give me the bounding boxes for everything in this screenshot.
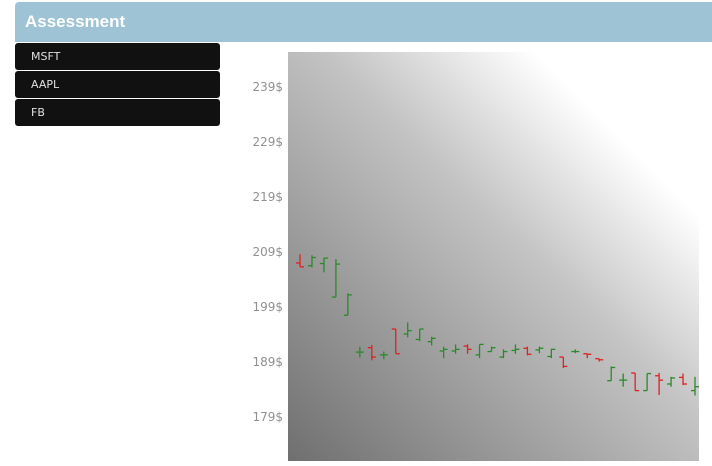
- ohlc-bar: [379, 351, 388, 360]
- ohlc-bar: [331, 259, 340, 298]
- ohlc-bar: [523, 346, 532, 356]
- ohlc-bar: [619, 373, 628, 387]
- ohlc-bar: [439, 346, 448, 359]
- sidebar-item-aapl[interactable]: AAPL: [15, 71, 220, 98]
- ohlc-bar: [463, 344, 472, 354]
- ohlc-bar: [679, 373, 688, 386]
- price-chart-svg: 239$ 229$ 219$ 209$ 199$ 189$ 179$: [252, 52, 699, 461]
- ohlc-bar: [511, 344, 520, 354]
- ohlc-bar: [607, 366, 616, 382]
- ohlc-series: [296, 254, 699, 396]
- sidebar-item-fb[interactable]: FB: [15, 99, 220, 126]
- ohlc-bar: [427, 336, 436, 346]
- y-tick-label: 219$: [252, 190, 283, 204]
- ohlc-bar: [691, 376, 699, 396]
- ohlc-bar: [595, 358, 604, 362]
- ohlc-bar: [475, 343, 484, 359]
- plot-background: [288, 52, 699, 461]
- ohlc-bar: [655, 373, 664, 395]
- ohlc-bar: [535, 346, 544, 354]
- ohlc-bar: [415, 328, 424, 342]
- app-title: Assessment: [25, 12, 126, 31]
- ohlc-bar: [451, 344, 460, 354]
- app-header: Assessment: [15, 2, 712, 42]
- y-tick-label: 229$: [252, 135, 283, 149]
- y-tick-label: 239$: [252, 80, 283, 94]
- price-chart: 239$ 229$ 219$ 209$ 199$ 189$ 179$: [240, 42, 712, 461]
- y-tick-label: 199$: [252, 300, 283, 314]
- ohlc-bar: [319, 257, 328, 273]
- sidebar-item-msft[interactable]: MSFT: [15, 43, 220, 70]
- ohlc-bar: [355, 346, 364, 358]
- ohlc-bar: [367, 344, 376, 361]
- y-tick-label: 189$: [252, 355, 283, 369]
- ohlc-bar: [296, 254, 304, 268]
- ohlc-bar: [667, 376, 676, 387]
- ohlc-bar: [559, 356, 568, 369]
- ohlc-bar: [391, 328, 400, 355]
- ohlc-bar: [631, 372, 640, 392]
- ohlc-bar: [403, 322, 412, 338]
- ohlc-bar: [571, 349, 580, 354]
- y-tick-label: 179$: [252, 410, 283, 424]
- ohlc-bar: [499, 349, 508, 359]
- ohlc-bar: [487, 346, 496, 353]
- ohlc-bar: [547, 348, 556, 359]
- y-tick-label: 209$: [252, 245, 283, 259]
- y-axis: 239$ 229$ 219$ 209$ 199$ 189$ 179$: [252, 80, 283, 424]
- ohlc-bar: [343, 293, 352, 316]
- ohlc-bar: [643, 372, 652, 392]
- ohlc-bar: [307, 255, 316, 268]
- ohlc-bar: [583, 353, 592, 359]
